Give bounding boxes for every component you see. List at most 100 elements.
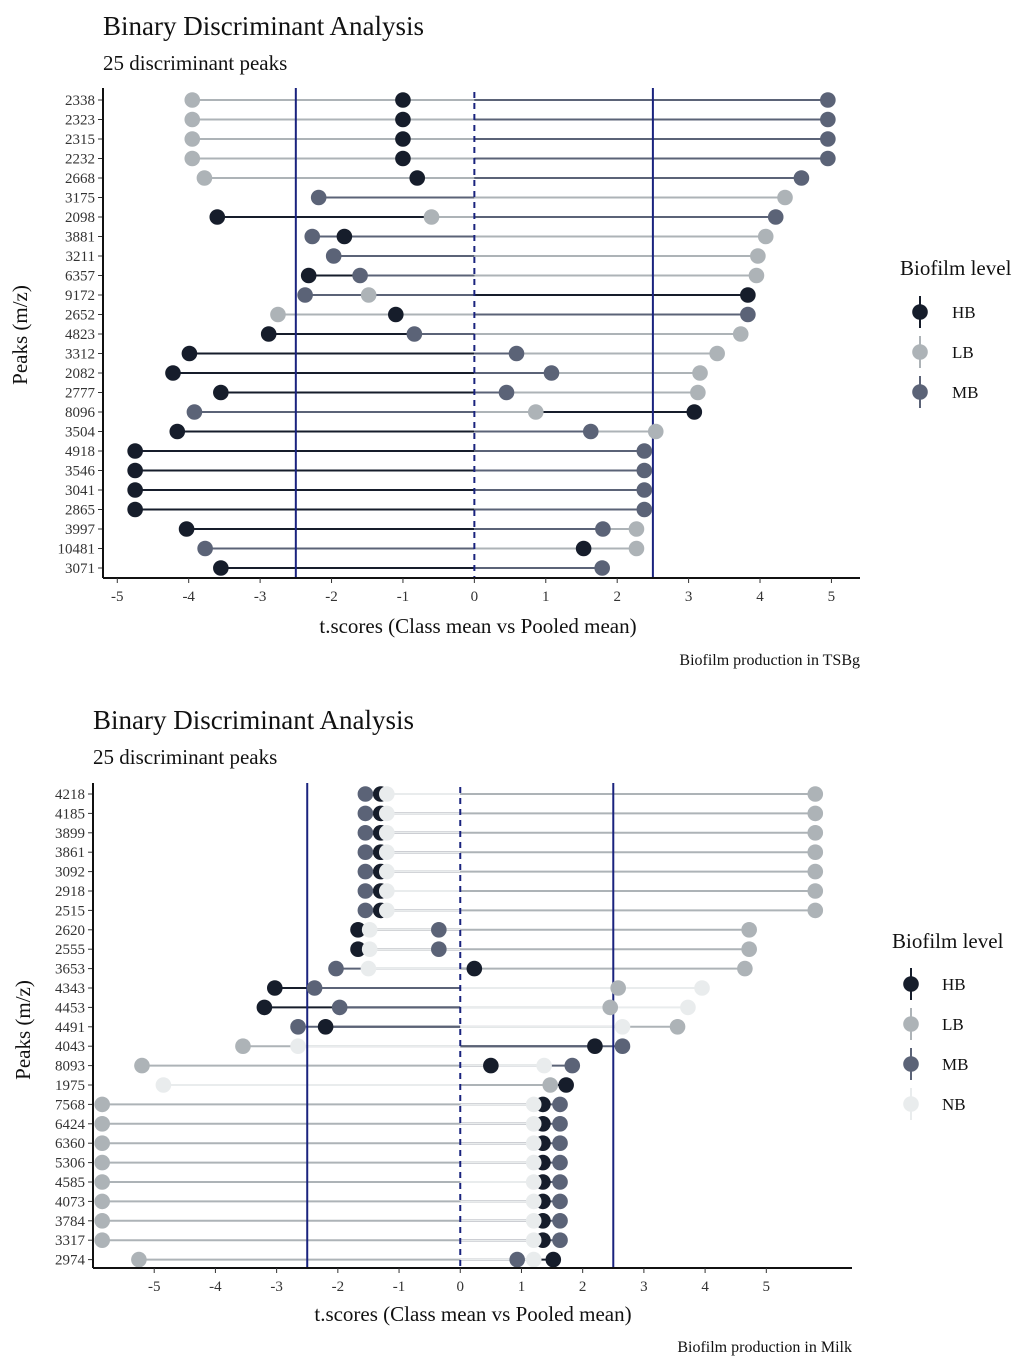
chart2-point-lb (131, 1251, 147, 1268)
chart2-point-lb (94, 1193, 110, 1210)
chart1-subtitle: 25 discriminant peaks (103, 51, 287, 75)
chart1-point-lb (777, 189, 793, 206)
chart1-y-tick-label: 3546 (65, 464, 96, 480)
chart1-point-mb (820, 111, 836, 128)
chart2-point-mb (431, 922, 447, 938)
chart2-x-tick-label: 2 (579, 1279, 587, 1295)
chart1-y-tick-label: 3175 (65, 191, 95, 207)
chart1-point-mb (310, 189, 327, 206)
chart1-legend-label-lb: LB (952, 343, 974, 362)
chart1-point-mb (325, 248, 342, 264)
chart2-point-lb (94, 1174, 110, 1190)
chart2-point-nb (525, 1251, 542, 1268)
chart2-x-tick-label: 4 (701, 1279, 709, 1295)
chart1-point-mb (820, 92, 836, 108)
chart2-y-tick-label: 8093 (55, 1059, 85, 1075)
chart1-legend-title: Biofilm level (900, 256, 1012, 280)
chart1-point-mb (297, 287, 313, 303)
chart2-point-nb (290, 1038, 306, 1054)
chart1-x-tick-label: -2 (325, 589, 338, 605)
chart1-point-mb (186, 404, 203, 420)
chart2-y-tick-label: 2974 (55, 1253, 86, 1269)
chart1-point-lb (709, 345, 725, 362)
chart2-point-nb (536, 1057, 552, 1074)
chart2-legend-key-mb (903, 1056, 919, 1072)
chart2-legend-key-hb (903, 976, 919, 992)
chart1-y-tick-label: 4918 (65, 444, 95, 460)
chart2-point-nb (379, 805, 395, 822)
chart1-point-hb (260, 326, 277, 342)
chart1-point-mb (636, 462, 653, 479)
chart1-point-hb (209, 209, 226, 225)
chart1-y-tick-label: 2323 (65, 113, 95, 129)
chart1-y-tick-label: 2865 (65, 503, 95, 519)
chart2-point-mb (552, 1096, 568, 1113)
chart2-point-mb (552, 1135, 568, 1151)
chart2-point-lb (542, 1077, 559, 1093)
chart1-x-tick-label: -3 (254, 589, 267, 605)
chart1-legend: HB LB MB (912, 296, 978, 408)
chart1-plot: 2338232323152232266831752098388132116357… (58, 88, 860, 605)
chart1-y-tick-label: 8096 (65, 405, 96, 421)
chart2-point-lb (669, 1019, 686, 1035)
chart2-point-hb (256, 999, 273, 1016)
chart1-xlabel: t.scores (Class mean vs Pooled mean) (319, 614, 636, 638)
chart1-point-mb (740, 306, 756, 323)
chart1-point-hb (575, 540, 592, 557)
chart1-x-tick-label: -4 (182, 589, 195, 605)
chart2-title: Binary Discriminant Analysis (93, 705, 414, 735)
chart1-y-tick-label: 3312 (65, 347, 95, 363)
chart2-point-mb (564, 1057, 581, 1074)
chart1-legend-key-hb (912, 304, 928, 320)
chart1-point-lb (527, 404, 544, 420)
chart1-point-mb (767, 209, 784, 225)
chart1-point-mb (498, 384, 515, 401)
chart1-point-hb (181, 345, 198, 362)
chart2-y-tick-label: 4585 (55, 1175, 85, 1191)
chart2-xlabel: t.scores (Class mean vs Pooled mean) (314, 1302, 631, 1326)
chart2-point-nb (379, 786, 395, 802)
chart2-point-hb (317, 1019, 334, 1035)
chart2-point-lb (807, 825, 824, 841)
chart1-point-lb (423, 209, 440, 225)
chart1-point-mb (197, 540, 213, 557)
chart1-y-tick-label: 3504 (65, 425, 96, 441)
chart1-point-hb (127, 501, 143, 518)
chart2-x-tick-label: -1 (393, 1279, 406, 1295)
chart1-point-hb (388, 306, 404, 323)
chart2-point-lb (737, 960, 753, 977)
chart2-point-mb (290, 1019, 306, 1035)
chart1-point-lb (748, 267, 765, 284)
chart2-point-nb (379, 844, 395, 860)
chart2-point-nb (525, 1213, 542, 1229)
chart2-point-nb (379, 883, 395, 899)
chart2-point-nb (525, 1154, 542, 1171)
chart1-point-hb (395, 111, 411, 128)
chart1-y-tick-label: 3071 (65, 561, 95, 577)
chart1-point-mb (543, 365, 560, 381)
chart2-point-nb (379, 902, 395, 919)
chart1-point-hb (127, 443, 143, 459)
chart2-point-nb (525, 1174, 542, 1190)
chart1-x-tick-label: 3 (685, 589, 693, 605)
chart1-y-tick-label: 10481 (58, 542, 96, 558)
chart2-point-nb (525, 1135, 542, 1151)
chart2-point-lb (235, 1038, 251, 1054)
chart2-point-nb (361, 941, 378, 957)
chart2-point-nb (614, 1019, 631, 1035)
chart1-point-lb (732, 326, 749, 342)
chart2-point-mb (328, 960, 344, 977)
chart1-point-hb (178, 521, 195, 537)
chart2-legend-label-lb: LB (942, 1015, 964, 1034)
chart1-x-tick-label: 0 (471, 589, 479, 605)
chart2-point-mb (614, 1038, 631, 1054)
chart2-y-tick-label: 3861 (55, 845, 85, 861)
chart1-point-lb (196, 170, 213, 186)
chart1-y-tick-label: 6357 (65, 269, 96, 285)
chart2-x-tick-label: 5 (763, 1279, 771, 1295)
chart1-y-tick-label: 9172 (65, 288, 95, 304)
chart2-legend-title: Biofilm level (892, 929, 1004, 953)
chart1-y-tick-label: 3211 (66, 249, 95, 265)
chart2-point-mb (306, 980, 323, 996)
chart1-point-mb (636, 482, 653, 498)
